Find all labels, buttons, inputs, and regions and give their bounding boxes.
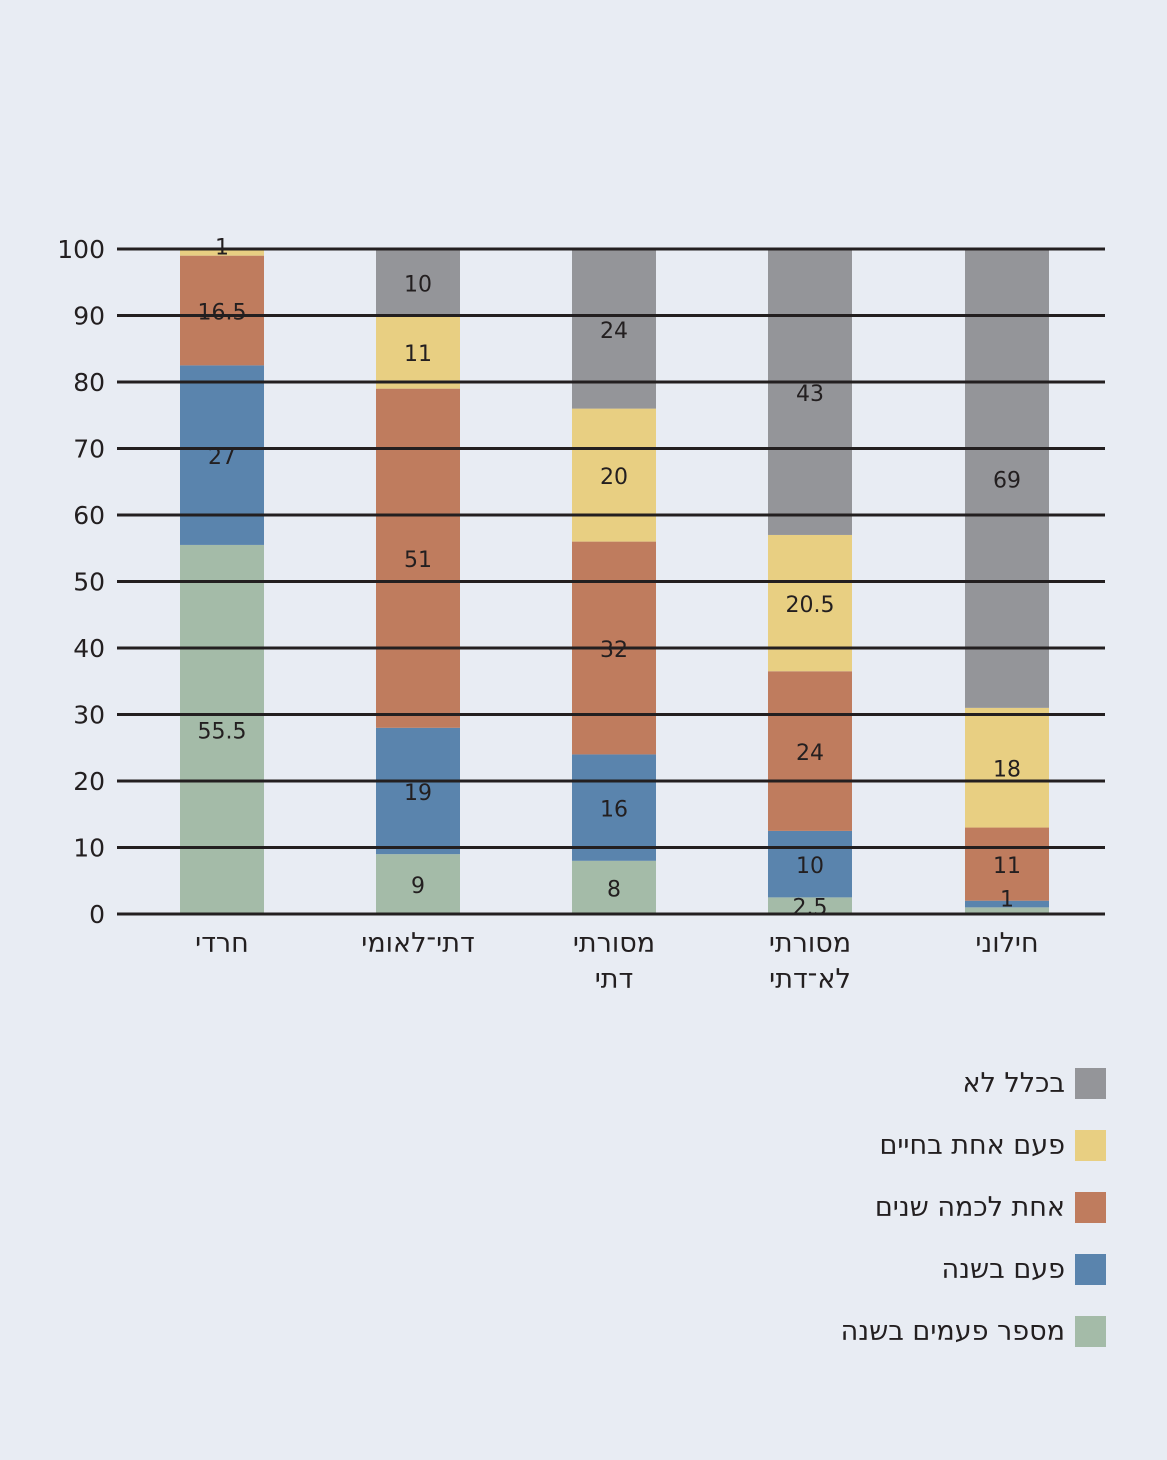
legend-item: פעם אחת בחיים [841,1129,1106,1161]
legend-item: אחת לכמה שנים [841,1191,1106,1223]
x-axis: חרדי דתי־לאומי מסורתי דתי מסורתי לא־דתי חילוני [195,928,1038,995]
data-label: 10 [404,272,432,297]
y-tick-label: 50 [73,568,105,597]
data-label: 43 [796,382,824,407]
y-tick-label: 90 [73,302,105,331]
data-label: 24 [600,319,628,344]
y-tick-label: 0 [89,900,105,929]
legend-swatch [1075,1067,1106,1099]
x-tick-label: לא־דתי [769,964,851,995]
x-tick-label: חילוני [975,928,1038,959]
y-tick-label: 40 [73,634,105,663]
legend-swatch [1075,1315,1106,1347]
bar-segment [965,900,1049,908]
data-label: 2.5 [793,896,828,921]
data-label: 19 [404,781,432,806]
bar-segment [376,249,460,316]
legend-item: פעם בשנה [841,1253,1106,1285]
bar-segment [965,907,1049,914]
bar-segment [572,860,656,914]
data-label: 9 [411,874,425,899]
legend-label: אחת לכמה שנים [874,1191,1065,1223]
bar-segment [768,830,852,898]
data-label: 10 [796,854,824,879]
bar-segment [376,727,460,855]
x-tick-label: דתי־לאומי [361,928,474,959]
bar-segment [768,671,852,831]
bar-segment [768,897,852,914]
y-axis: 0 10 20 30 40 50 60 70 80 90 100 [57,235,105,929]
bar-segment [572,408,656,542]
legend-item: מספר פעמים בשנה [841,1315,1106,1347]
x-tick-label: דתי [595,964,634,995]
data-label: 69 [993,468,1021,493]
y-tick-label: 10 [73,834,105,863]
bar-segment [376,315,460,389]
x-tick-label: מסורתי [769,928,851,959]
x-tick-label: חרדי [195,928,249,959]
legend-label: מספר פעמים בשנה [840,1315,1065,1347]
legend-swatch [1075,1129,1106,1161]
y-tick-label: 20 [73,767,105,796]
y-tick-label: 70 [73,435,105,464]
y-tick-label: 100 [57,235,105,264]
data-label: 24 [796,741,824,766]
bar-segment [965,249,1049,708]
legend-label: פעם אחת בחיים [879,1129,1065,1161]
legend-label: בכלל לא [962,1067,1065,1099]
bar-segment [180,544,264,914]
data-label: 55.5 [198,719,247,744]
data-label: 20 [600,465,628,490]
data-label: 1 [1000,887,1014,912]
gridlines [117,247,1105,916]
bar-segment [376,388,460,728]
data-label: 8 [607,877,621,902]
data-label: 20.5 [786,593,835,618]
data-label: 11 [993,854,1021,879]
data-label: 16 [600,798,628,823]
y-tick-label: 80 [73,368,105,397]
data-label: 32 [600,638,628,663]
data-label: 16.5 [198,301,247,326]
data-label: 27 [208,445,236,470]
bars-layer [180,249,1049,914]
bar-segment [768,249,852,535]
stacked-bar-chart: 55.52716.519195111108163220242.5102420.5… [57,235,1105,995]
bar-segment [965,827,1049,901]
legend-swatch [1075,1253,1106,1285]
legend-item: בכלל לא [841,1067,1106,1099]
bar-segment [572,754,656,861]
legend: בכלל לא פעם אחת בחיים אחת לכמה שנים פעם בשנ… [841,1067,1106,1377]
legend-swatch [1075,1191,1106,1223]
bar-segment [965,707,1049,828]
data-label: 11 [404,342,432,367]
legend-label: פעם בשנה [941,1253,1065,1285]
data-label: 18 [993,758,1021,783]
data-label: 1 [215,236,229,261]
y-tick-label: 60 [73,501,105,530]
data-labels: 55.52716.519195111108163220242.5102420.5… [198,236,1021,921]
bar-segment [180,255,264,366]
bar-segment [376,854,460,914]
y-tick-label: 30 [73,701,105,730]
bar-segment [180,249,264,256]
x-tick-label: מסורתי [573,928,655,959]
data-label: 51 [404,548,432,573]
